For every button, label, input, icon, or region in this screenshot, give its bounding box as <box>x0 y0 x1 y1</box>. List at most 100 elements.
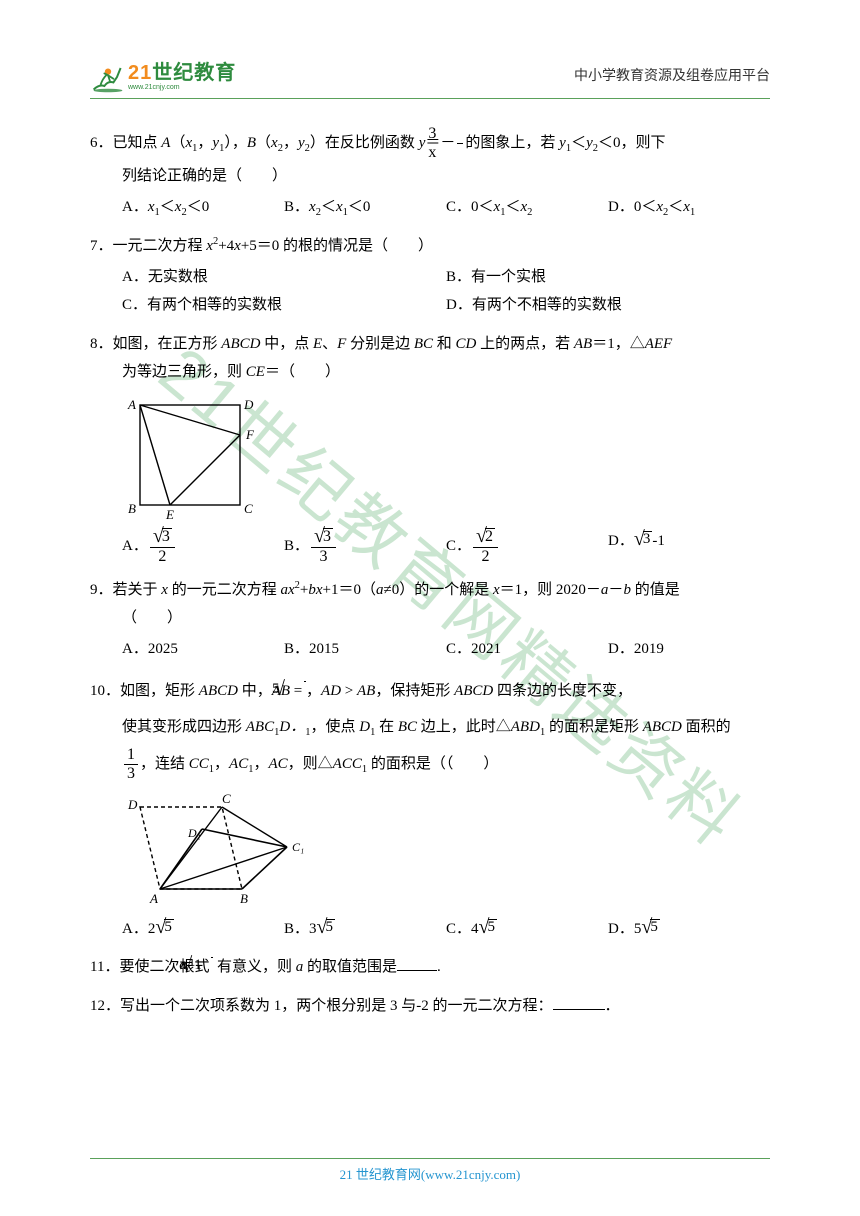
q10-l2m3: 边上，此时△ <box>417 719 511 735</box>
q6B-x1: x <box>336 199 343 215</box>
q10B-s: 5 <box>326 919 336 935</box>
q8-lblC: C <box>244 501 253 516</box>
q6-y1b: y <box>559 135 566 151</box>
q9-num: 9． <box>90 582 113 598</box>
q6-num: 6． <box>90 135 113 151</box>
q10-p3: ，保持矩形 <box>375 683 454 699</box>
question-11: 11．要使二次根式 √a–1 有意义，则 a 的取值范围是. <box>90 953 770 982</box>
q6-lp2: （ <box>256 135 271 151</box>
q8-AEF: AEF <box>645 336 673 352</box>
q6-line2: 列结论正确的是（ ） <box>90 162 770 191</box>
logo-text: 21世纪教育 www.21cnjy.com <box>128 63 236 91</box>
q9-optB: B．2015 <box>284 635 446 664</box>
q8B-num: 3 <box>323 528 333 545</box>
q6D-x1: x <box>683 199 690 215</box>
logo-suffix: 世纪教育 <box>152 62 236 84</box>
q6D-pre: D．0＜ <box>608 199 656 215</box>
q8-l2p: 为等边三角形，则 <box>122 364 246 380</box>
q8-diagram: A D B C E F <box>122 393 770 521</box>
q8-abcd: ABCD <box>221 336 260 352</box>
q8-BC: BC <box>414 336 433 352</box>
question-7: 7．一元二次方程 x2+4x+5＝0 的根的情况是（ ） A．无实数根 B．有一… <box>90 232 770 320</box>
q10-D1b: D <box>359 719 370 735</box>
q6B-pre: B． <box>284 199 309 215</box>
q8-lblD: D <box>243 397 254 412</box>
q7-text: 一元二次方程 <box>113 238 207 254</box>
q6C-pre: C．0＜ <box>446 199 494 215</box>
q10-ABD1: ABD <box>511 719 540 735</box>
q9-x: x <box>161 582 168 598</box>
q10-abcd: ABCD <box>199 683 238 699</box>
q10B-v: 3 <box>309 921 317 937</box>
q10-abcd2: ABCD <box>454 683 493 699</box>
q10-l2e: 面积的 <box>682 719 731 735</box>
q9-optC: C．2021 <box>446 635 608 664</box>
q11-blank <box>397 956 437 971</box>
q10-p4: 四条边的长度不变， <box>493 683 632 699</box>
q10-lblD1: D₁ <box>187 826 201 840</box>
q8-num: 8． <box>90 336 113 352</box>
q6-rp1: ） <box>224 135 232 151</box>
q6C-lt: ＜ <box>505 199 520 215</box>
q10-diagram: D C A B D₁ C₁ <box>122 789 770 909</box>
q8C-l: C． <box>446 538 471 554</box>
q7-x1: x <box>206 238 213 254</box>
q9-neq: ≠0）的一个解是 <box>384 582 493 598</box>
q11-num: 11． <box>90 959 119 975</box>
q9-b2: b <box>623 582 631 598</box>
q9-optA: A．2025 <box>122 635 284 664</box>
q11-m: –1 <box>187 957 202 973</box>
q8C-den: 2 <box>479 548 493 566</box>
q8B-l: B． <box>284 538 309 554</box>
q10-lblA: A <box>149 891 158 906</box>
q8-E: E <box>313 336 322 352</box>
q10-l3m2: ， <box>214 756 229 772</box>
q10-gt: > <box>341 683 357 699</box>
q9-a1: a <box>280 582 288 598</box>
q8-p4: 分别是边 <box>346 336 414 352</box>
q6-optC: C．0＜x1＜x2 <box>446 193 608 223</box>
q10-fn: 1 <box>124 746 138 765</box>
q10-CC1: CC <box>189 756 209 772</box>
q6A-x1: x <box>148 199 155 215</box>
q6A-pre: A． <box>122 199 148 215</box>
q10-ACC1: ACC <box>333 756 362 772</box>
q8D-num: 3 <box>643 531 653 547</box>
q9-minus: － <box>608 582 623 598</box>
q8-p1: 如图，在正方形 <box>113 336 222 352</box>
q10-l3m: ，连结 <box>140 756 189 772</box>
q10D-v: 5 <box>634 921 642 937</box>
q10-lblC1: C₁ <box>292 840 304 854</box>
q9-x2: x <box>288 582 295 598</box>
q7-options: A．无实数根 B．有一个实根 C．有两个相等的实数根 D．有两个不相等的实数根 <box>90 263 770 320</box>
q6D-lt: ＜ <box>668 199 683 215</box>
q10B-l: B． <box>284 921 309 937</box>
q7-optB: B．有一个实根 <box>446 263 770 292</box>
q11-p2: 有意义，则 <box>213 959 296 975</box>
q10-p1: 如图，矩形 <box>120 683 199 699</box>
q7-num: 7． <box>90 238 113 254</box>
q6-optA: A．x1＜x2＜0 <box>122 193 284 223</box>
q9-options: A．2025 B．2015 C．2021 D．2019 <box>90 635 770 664</box>
q8-lblB: B <box>128 501 136 516</box>
q11-p3: 的取值范围是 <box>303 959 397 975</box>
q8-optD: D．√3-1 <box>608 527 770 566</box>
q6-B: B <box>247 135 256 151</box>
q8A-num: 3 <box>162 528 172 545</box>
question-8: 8．如图，在正方形 ABCD 中，点 E、F 分别是边 BC 和 CD 上的两点… <box>90 330 770 566</box>
q6D-s1: 1 <box>690 207 695 218</box>
q9-x3: x <box>316 582 323 598</box>
q10-l2p: 使其变形成四边形 <box>122 719 246 735</box>
q10-l3m2b: ， <box>253 756 268 772</box>
q10-p2: 中， <box>238 683 272 699</box>
q7-tail: +5＝0 的根的情况是（ ） <box>241 238 433 254</box>
q6-mid: 在反比例函数 <box>325 135 419 151</box>
footer-text: 21 世纪教育网(www.21cnjy.com) <box>340 1163 521 1188</box>
q10A-s: 5 <box>164 919 174 935</box>
q6-y2: y <box>298 135 305 151</box>
q8-p3: 、 <box>322 336 337 352</box>
q6-x2: x <box>271 135 278 151</box>
q6-lt2: ＜0，则下 <box>598 135 666 151</box>
q10-lblD: D <box>127 797 138 812</box>
q11-a1: a <box>179 957 187 973</box>
